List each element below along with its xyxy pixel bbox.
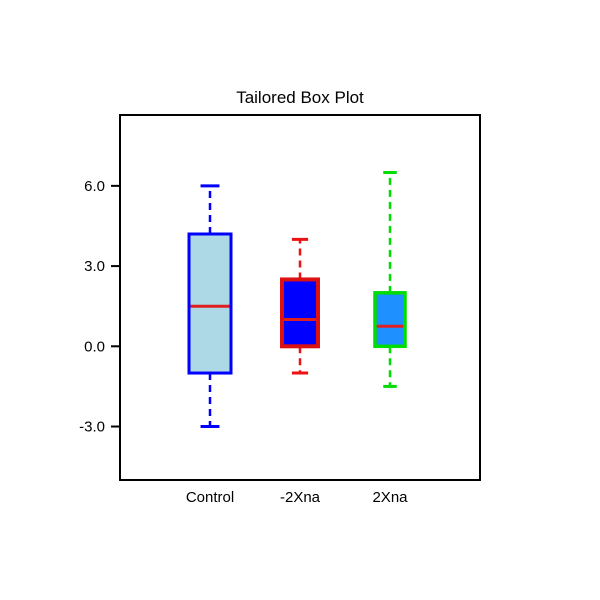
box--2Xna [280, 277, 320, 349]
box-2Xna [373, 291, 407, 349]
x-category-label: 2Xna [372, 489, 408, 506]
y-tick-label: -3.0 [79, 419, 105, 436]
x-category-label: -2Xna [280, 489, 321, 506]
x-category-label: Control [186, 489, 234, 506]
y-tick-label: 3.0 [84, 258, 105, 275]
chart-title: Tailored Box Plot [236, 88, 364, 107]
y-tick-label: 0.0 [84, 338, 105, 355]
y-tick-label: 6.0 [84, 178, 105, 195]
plot-frame [119, 114, 481, 481]
box-Control [187, 232, 233, 375]
